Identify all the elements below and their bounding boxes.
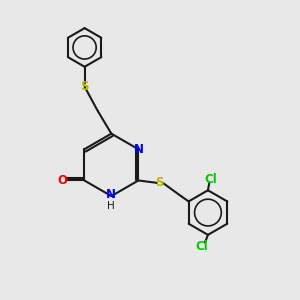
Text: H: H	[107, 201, 115, 211]
Text: S: S	[155, 176, 164, 189]
Text: Cl: Cl	[205, 173, 217, 186]
Text: Cl: Cl	[196, 240, 208, 253]
Text: N: N	[134, 143, 144, 156]
Text: N: N	[106, 188, 116, 201]
Text: S: S	[80, 80, 89, 93]
Text: O: O	[57, 174, 67, 187]
